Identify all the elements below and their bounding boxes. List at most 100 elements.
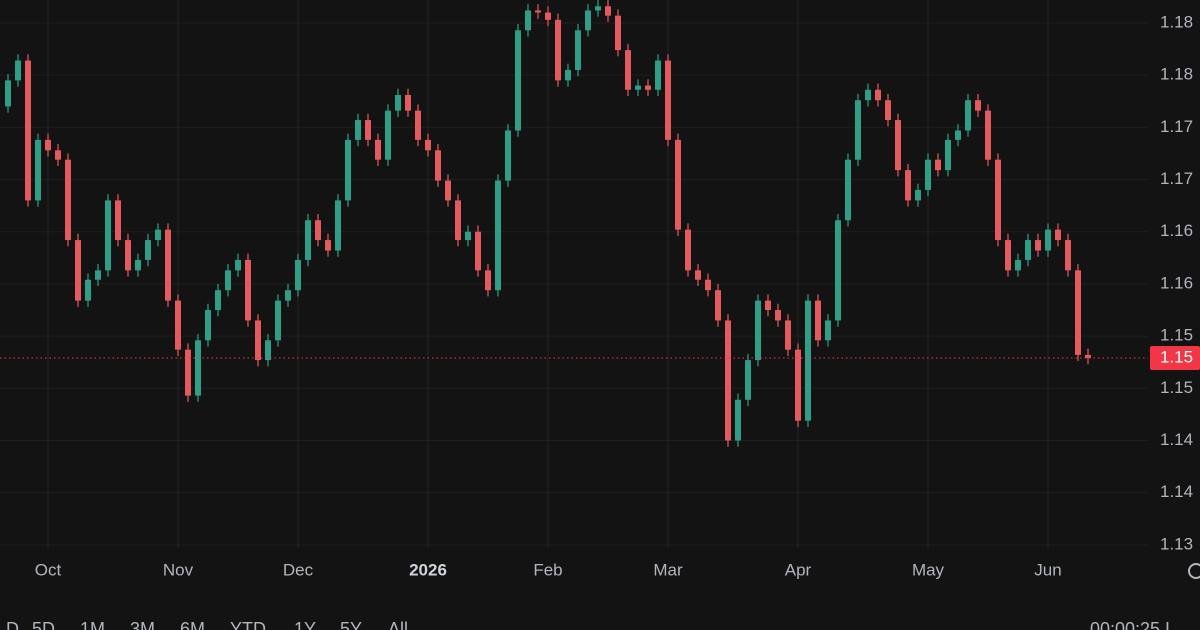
y-tick-label: 1.18 [1160,12,1193,31]
candle-body [905,170,911,201]
candle-body [155,229,161,241]
candle-body [785,320,791,350]
candle-body [455,200,461,241]
candle-body [165,229,171,301]
x-tick-label: Jun [1034,560,1061,579]
candle-body [295,259,301,291]
range-button[interactable]: YTD [230,619,266,630]
candle-body [745,360,751,400]
candle-body [255,320,261,361]
candle-body [525,10,531,31]
candle-body [605,6,611,16]
candle-body [355,120,361,140]
candle-body [995,159,1001,241]
y-tick-label: 1.17 [1160,169,1193,188]
candle-body [635,85,641,90]
price-label: 1.15 [1160,348,1193,367]
candle-body [875,89,881,101]
range-button[interactable]: All [388,619,408,630]
candle-body [235,259,241,271]
candle-body [625,50,631,90]
candle-body [195,340,201,396]
candle-body [375,139,381,160]
settings-icon[interactable] [1188,563,1200,579]
y-tick-label: 1.13 [1160,534,1193,553]
candle-body [345,139,351,201]
x-tick-label: Apr [785,560,812,579]
candle-body [565,69,571,81]
candle-body [1075,270,1081,355]
candle-body [335,200,341,251]
candle-body [395,94,401,111]
candle-body [715,290,721,321]
x-tick-label: Dec [283,560,314,579]
range-button[interactable]: 5Y [340,619,362,630]
candle-body [515,30,521,131]
candle-body [405,94,411,111]
candle-body [125,240,131,271]
candle-body [285,290,291,301]
candle-body [535,10,541,13]
candle-body [645,85,651,90]
candle-body [945,139,951,171]
candle-body [655,60,661,90]
candle-body [185,349,191,396]
candle-body [1085,354,1091,359]
candle-body [735,399,741,441]
range-button[interactable]: 6M [180,619,205,630]
candle-body [205,310,211,341]
candle-body [135,259,141,271]
clock: 00:00:25 L [1090,619,1175,630]
candle-body [1025,240,1031,260]
candle-body [425,139,431,151]
candle-body [145,240,151,260]
candle-body [575,30,581,70]
range-button[interactable]: D [6,619,19,630]
candle-body [365,120,371,140]
y-tick-label: 1.15 [1160,326,1193,345]
candle-body [615,15,621,51]
x-tick-label: Mar [653,560,683,579]
range-button[interactable]: 1M [80,619,105,630]
candle-body [55,150,61,160]
candle-body [965,100,971,131]
candle-body [15,60,21,81]
candle-body [215,290,221,311]
candle-body [115,200,121,241]
y-tick-label: 1.17 [1160,117,1193,136]
x-tick-label: Nov [163,560,194,579]
candle-body [1005,240,1011,271]
range-button[interactable]: 5D [32,619,55,630]
candle-body [985,110,991,160]
y-tick-label: 1.14 [1160,430,1193,449]
candle-body [325,240,331,251]
candle-body [1065,240,1071,271]
candle-body [685,229,691,271]
x-tick-label: Feb [533,560,562,579]
candle-body [475,231,481,271]
candle-body [75,240,81,301]
range-button[interactable]: 1Y [294,619,316,630]
candle-body [705,279,711,291]
candle-body [415,110,421,140]
x-tick-label: May [912,560,945,579]
candle-body [585,10,591,31]
candle-body [935,159,941,171]
candle-body [825,320,831,341]
candle-body [815,300,821,341]
candle-body [595,6,601,11]
candle-body [25,60,31,201]
candle-body [865,89,871,101]
range-button[interactable]: 3M [130,619,155,630]
candle-body [675,139,681,230]
candle-body [505,130,511,181]
candle-body [495,180,501,291]
candle-body [175,300,181,350]
candle-body [265,340,271,361]
x-tick-label: Oct [35,560,62,579]
candle-body [765,300,771,311]
candle-body [805,300,811,421]
candle-body [35,139,41,201]
candle-body [245,259,251,321]
